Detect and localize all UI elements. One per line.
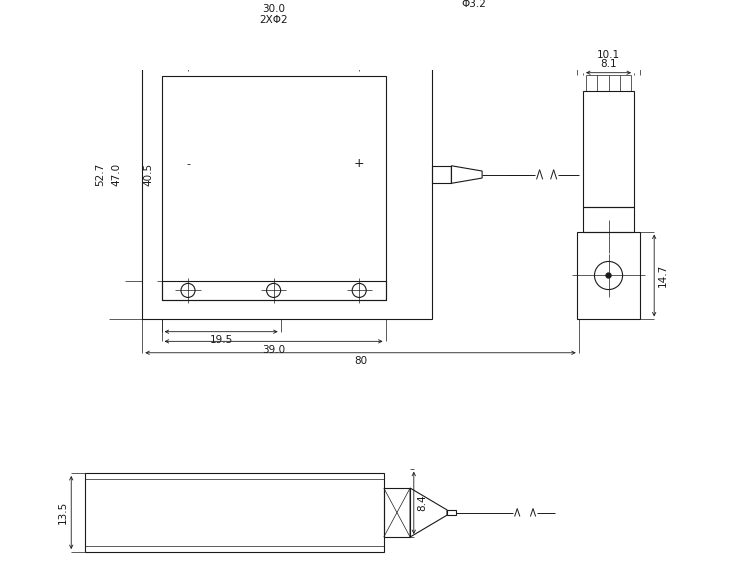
Bar <box>162 76 386 300</box>
Text: 47.0: 47.0 <box>111 163 122 186</box>
Text: 52.7: 52.7 <box>95 163 106 186</box>
Bar <box>583 91 634 207</box>
Text: 2XΦ2: 2XΦ2 <box>260 15 288 25</box>
Text: 19.5: 19.5 <box>209 335 232 345</box>
Bar <box>162 281 386 300</box>
Bar <box>577 231 640 319</box>
Bar <box>162 49 386 68</box>
Text: 14.7: 14.7 <box>658 264 668 287</box>
Circle shape <box>606 273 611 278</box>
Text: 46.0: 46.0 <box>276 0 298 2</box>
Text: 40.5: 40.5 <box>144 163 154 186</box>
Text: 30.0: 30.0 <box>262 4 285 14</box>
Bar <box>384 488 410 537</box>
Text: 13.5: 13.5 <box>58 501 68 524</box>
Bar <box>142 30 432 319</box>
Text: Φ3.2: Φ3.2 <box>461 0 486 9</box>
Text: 8.4: 8.4 <box>417 495 428 511</box>
Text: 8.1: 8.1 <box>600 59 616 69</box>
Text: 10.1: 10.1 <box>597 49 620 60</box>
Text: +: + <box>354 157 364 170</box>
Bar <box>86 473 384 552</box>
Bar <box>447 510 456 515</box>
Text: -: - <box>186 159 190 169</box>
Text: 80: 80 <box>354 356 367 366</box>
Text: 39.0: 39.0 <box>262 345 285 355</box>
Bar <box>432 166 451 183</box>
Bar <box>583 207 634 231</box>
